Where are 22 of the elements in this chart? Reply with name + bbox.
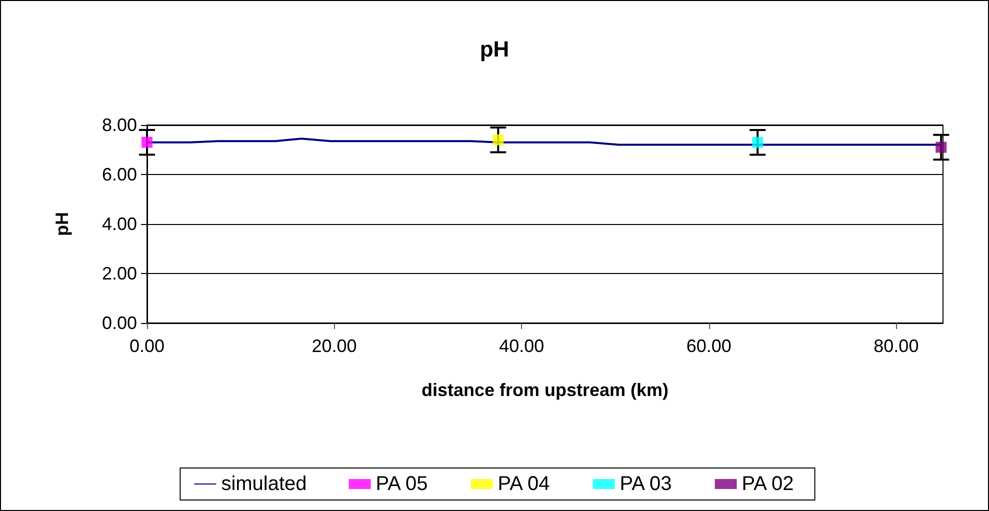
x-tick-label: 80.00 [874, 336, 919, 356]
y-tick-label: 6.00 [102, 164, 137, 184]
point [492, 134, 504, 146]
y-tick-label: 4.00 [102, 214, 137, 234]
x-axis-title: distance from upstream (km) [421, 380, 669, 400]
legend-label: PA 03 [620, 473, 672, 495]
legend-label: PA 04 [498, 473, 550, 495]
point [936, 142, 947, 153]
y-tick-label: 2.00 [102, 264, 137, 284]
point [142, 136, 152, 148]
point [752, 136, 764, 148]
x-tick-label: 20.00 [312, 336, 357, 356]
legend-label: PA 05 [376, 473, 428, 495]
y-tick-label: 0.00 [102, 313, 137, 333]
legend-label: PA 02 [742, 473, 794, 495]
x-tick-label: 40.00 [499, 336, 544, 356]
y-tick-label: 8.00 [102, 115, 137, 135]
x-tick-label: 0.00 [129, 336, 165, 356]
chart-title: pH [480, 36, 510, 62]
x-tick-label: 60.00 [686, 336, 732, 356]
legend-label: simulated [221, 473, 307, 495]
y-axis-title: pH [52, 212, 72, 236]
